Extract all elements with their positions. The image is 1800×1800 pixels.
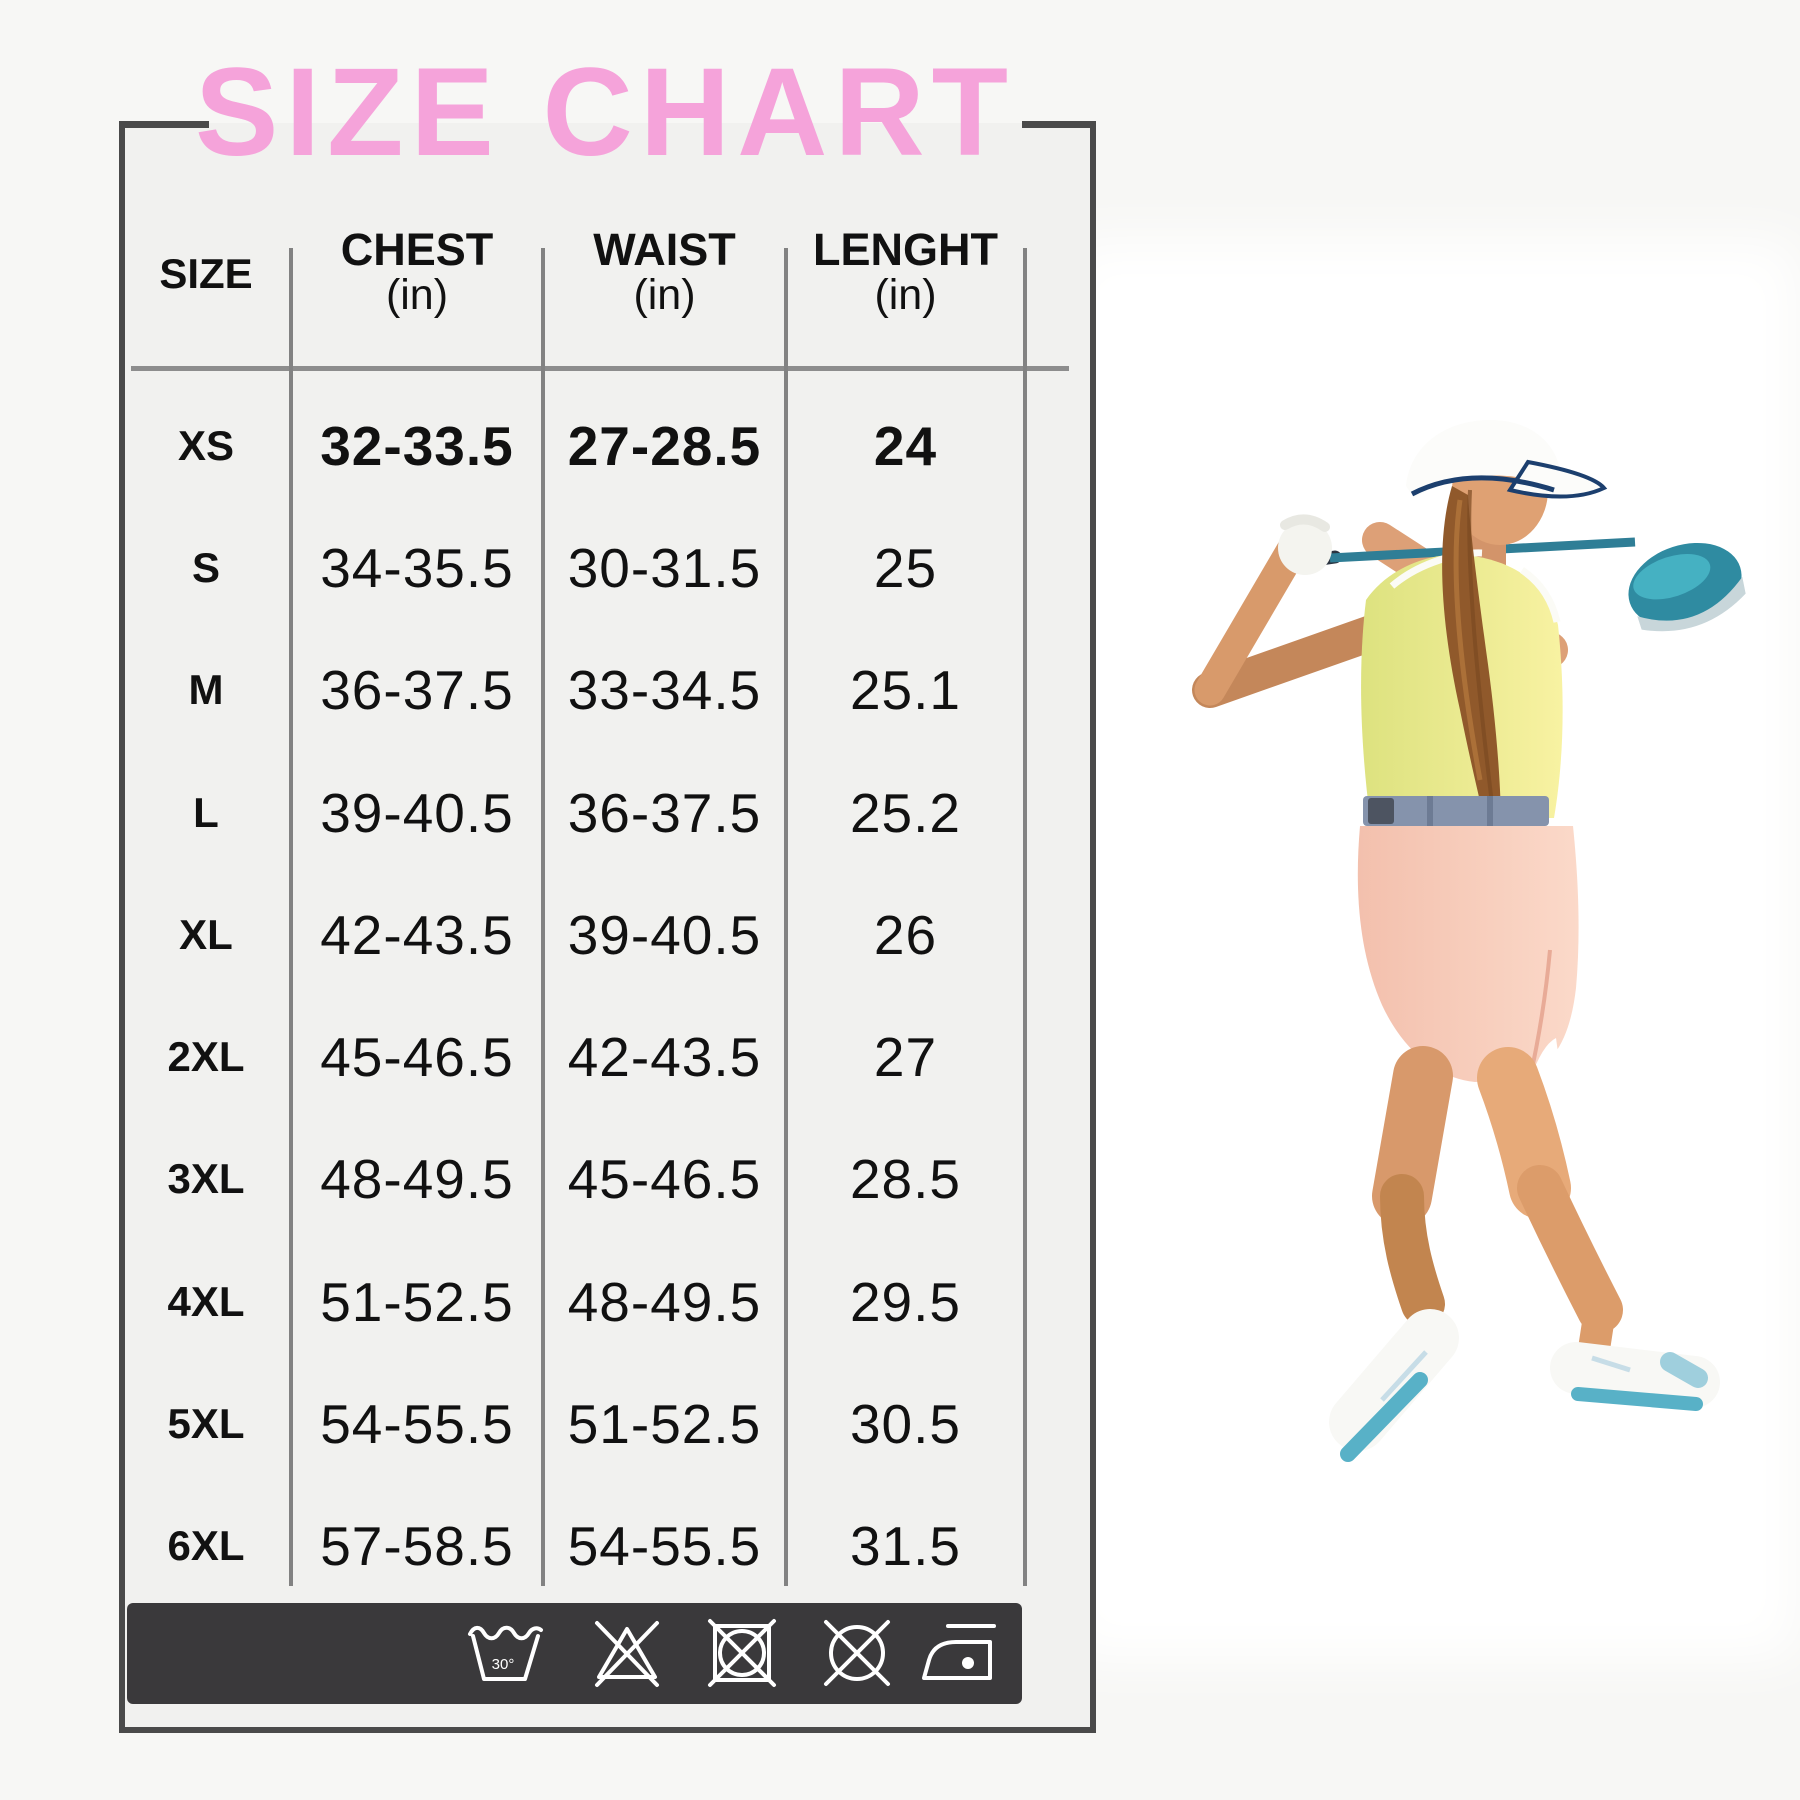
table-row-m: M 36-37.5 33-34.5 25.1 xyxy=(188,659,962,722)
golfer-near-arm xyxy=(1192,612,1398,708)
frame-left-line xyxy=(119,121,125,1733)
golfer-skirt xyxy=(1357,826,1579,1082)
visor-brim xyxy=(1506,459,1608,499)
column-header-size: SIZE xyxy=(159,250,253,297)
table-row-2xl: 2XL 45-46.5 42-43.5 27 xyxy=(167,1026,938,1089)
table-row-3xl: 3XL 48-49.5 45-46.5 28.5 xyxy=(167,1148,962,1211)
page-title: SIZE CHART xyxy=(195,43,1015,182)
header-divider xyxy=(131,366,1069,371)
svg-text:30°: 30° xyxy=(492,1656,515,1673)
do-not-tumble-dry-icon xyxy=(700,1615,784,1691)
machine-wash-30-icon: 30° xyxy=(463,1615,547,1691)
golfer-front-shoe xyxy=(1329,1309,1459,1462)
unit-label: (in) xyxy=(874,271,937,320)
golfer-belt xyxy=(1363,796,1549,826)
table-row-l: L 39-40.5 36-37.5 25.2 xyxy=(193,781,962,844)
visor-crown xyxy=(1406,420,1560,498)
unit-label: (in) xyxy=(633,271,696,320)
golfer-front-calf xyxy=(1380,1174,1445,1326)
do-not-dry-clean-icon xyxy=(815,1615,899,1691)
column-divider xyxy=(289,248,293,1586)
golfer-photo xyxy=(1130,390,1790,1550)
table-row-s: S 34-35.5 30-31.5 25 xyxy=(191,537,938,600)
table-row-4xl: 4XL 51-52.5 48-49.5 29.5 xyxy=(167,1270,962,1333)
column-header-chest: CHEST (in) xyxy=(291,226,543,318)
column-divider xyxy=(784,248,788,1586)
table-row-xl: XL 42-43.5 39-40.5 26 xyxy=(179,903,938,966)
unit-label: (in) xyxy=(385,271,449,320)
golfer-near-forearm xyxy=(1194,529,1311,706)
column-divider xyxy=(1023,248,1027,1586)
iron-icon xyxy=(916,1615,1000,1691)
table-header-row: SIZE CHEST (in) WAIST (in) LENGHT (in) xyxy=(121,226,1025,318)
column-divider xyxy=(541,248,545,1586)
size-table-body: XS 32-33.5 27-28.5 24 S 34-35.5 30-31.5 … xyxy=(121,390,1025,1602)
frame-bottom-line xyxy=(119,1727,1096,1733)
club-head xyxy=(1628,542,1746,632)
frame-top-left-dash xyxy=(119,121,209,128)
do-not-bleach-icon xyxy=(585,1615,669,1691)
golf-glove xyxy=(1278,521,1332,575)
golfer-back-shoe xyxy=(1550,1342,1720,1411)
chart-panel xyxy=(121,123,1093,1731)
table-row-6xl: 6XL 57-58.5 54-55.5 31.5 xyxy=(167,1514,962,1577)
care-instructions-bar: 30° xyxy=(127,1603,1022,1704)
column-header-length: LENGHT (in) xyxy=(786,226,1025,318)
frame-top-right-dash xyxy=(1022,121,1096,128)
column-header-waist: WAIST (in) xyxy=(543,226,786,318)
frame-right-line xyxy=(1090,121,1096,1733)
table-row-5xl: 5XL 54-55.5 51-52.5 30.5 xyxy=(167,1392,962,1455)
golfer-back-calf xyxy=(1517,1165,1623,1333)
table-row-xs: XS 32-33.5 27-28.5 24 xyxy=(177,415,938,477)
